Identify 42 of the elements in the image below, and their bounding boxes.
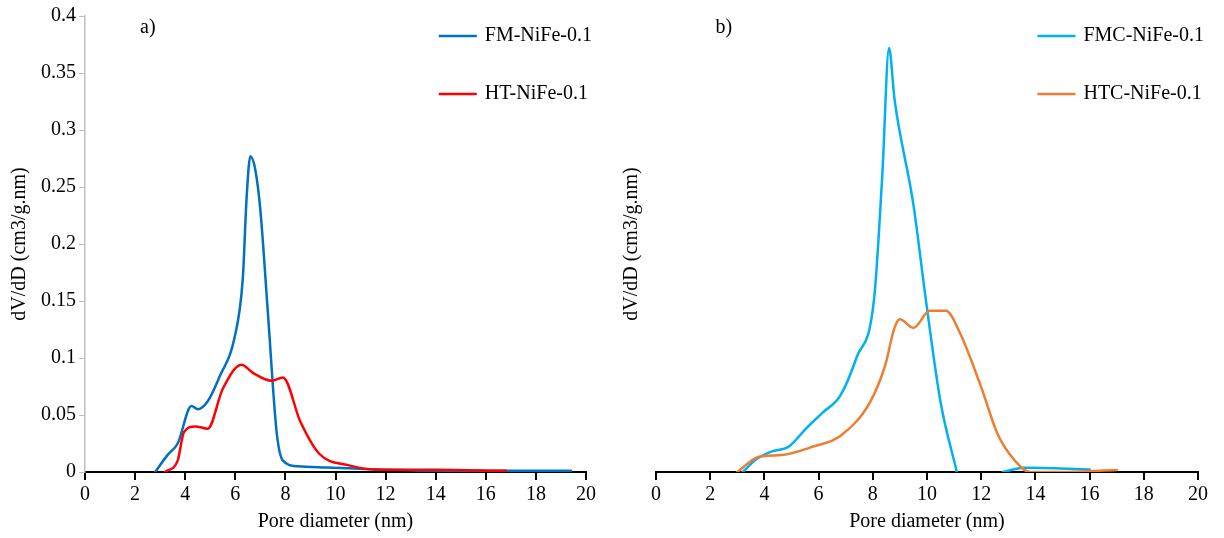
x-tick-label: 14 — [1025, 482, 1046, 505]
x-tick-label: 20 — [1188, 482, 1208, 505]
x-tick-label: 6 — [813, 482, 824, 505]
x-tick-label: 10 — [917, 482, 937, 505]
line-series — [163, 363, 508, 472]
x-tick-label: 0 — [651, 482, 661, 505]
y-axis-title: dV/dD (cm3/g.nm) — [7, 167, 31, 321]
x-tick-label: 16 — [475, 482, 496, 505]
x-tick-label: 10 — [325, 482, 346, 505]
y-tick-label: 0.25 — [41, 174, 76, 197]
x-tick-label: 20 — [576, 482, 596, 505]
x-axis-title: Pore diameter (nm) — [257, 509, 414, 533]
x-tick-label: 2 — [705, 482, 716, 505]
x-tick-label: 16 — [1079, 482, 1100, 505]
y-tick-label: 0.05 — [41, 402, 76, 425]
y-tick-label: 0.15 — [41, 288, 76, 311]
legend-label: FMC-NiFe-0.1 — [1083, 23, 1205, 46]
x-tick-label: 12 — [971, 482, 992, 505]
y-tick-label: 0.2 — [51, 231, 76, 254]
text: b) — [715, 15, 733, 39]
legend-label: HT-NiFe-0.1 — [484, 81, 588, 104]
annotation: a) — [140, 15, 156, 39]
x-axis-title: Pore diameter (nm) — [849, 509, 1005, 533]
x-tick-label: 4 — [759, 482, 770, 505]
y-tick-label: 0.4 — [51, 3, 76, 26]
y-tick-label: 0.35 — [41, 60, 76, 83]
x-tick-label: 6 — [230, 482, 241, 505]
y-axis-title: dV/dD (cm3/g.nm) — [619, 167, 643, 321]
legend-label: HTC-NiFe-0.1 — [1083, 81, 1202, 104]
x-tick-label: 0 — [80, 482, 90, 505]
y-tick-label: 0.3 — [51, 117, 76, 140]
y-tick-label: 0 — [66, 459, 76, 482]
legend-label: FM-NiFe-0.1 — [484, 23, 593, 46]
x-tick-label: 18 — [525, 482, 546, 505]
x-tick-label: 12 — [375, 482, 396, 505]
x-tick-label: 14 — [425, 482, 446, 505]
x-tick-label: 18 — [1133, 482, 1154, 505]
x-tick-label: 2 — [130, 482, 141, 505]
x-tick-label: 8 — [280, 482, 291, 505]
x-tick-label: 8 — [867, 482, 878, 505]
y-tick-label: 0.1 — [51, 345, 76, 368]
x-tick-label: 4 — [180, 482, 191, 505]
